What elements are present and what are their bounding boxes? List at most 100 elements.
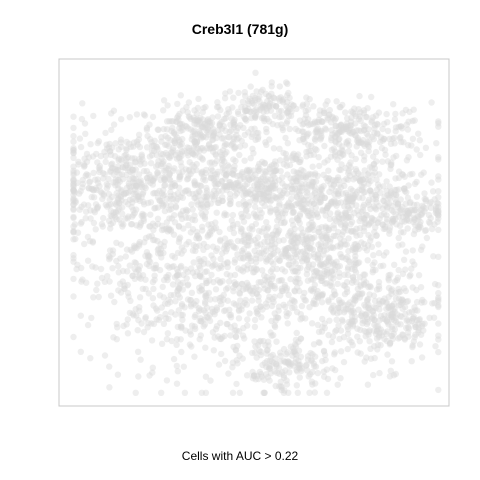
cell-point	[326, 111, 333, 118]
cell-point	[136, 272, 143, 279]
cell-point	[331, 349, 339, 356]
cell-point	[348, 152, 355, 159]
cell-point	[200, 176, 207, 183]
cell-point	[150, 175, 158, 183]
cell-point	[314, 287, 321, 295]
cell-point	[303, 94, 310, 101]
cell-point	[101, 352, 109, 359]
cell-point	[402, 200, 409, 207]
cell-point	[189, 206, 196, 213]
cell-point	[365, 328, 373, 335]
cell-point	[369, 266, 377, 274]
cell-point	[230, 244, 238, 251]
cell-point	[232, 244, 239, 252]
cell-point	[367, 177, 374, 185]
cell-point	[278, 386, 285, 394]
cell-point	[119, 163, 126, 171]
cell-point	[432, 207, 440, 214]
cell-point	[228, 115, 235, 122]
cell-point	[394, 274, 402, 281]
cell-point	[435, 120, 442, 127]
cell-point	[271, 174, 278, 181]
cell-point	[96, 162, 104, 170]
cell-point	[203, 127, 210, 134]
cell-point	[345, 137, 352, 144]
cell-point	[388, 286, 396, 293]
cell-point	[158, 389, 165, 396]
cell-point	[159, 160, 167, 167]
cell-point	[419, 210, 426, 217]
cell-point	[352, 229, 359, 236]
cell-point	[270, 298, 277, 306]
cell-point	[302, 175, 310, 182]
cell-point	[268, 83, 275, 90]
cell-point	[358, 215, 365, 222]
cell-point	[410, 201, 418, 209]
cell-point	[183, 123, 190, 130]
cell-point	[401, 186, 408, 193]
cell-point	[323, 366, 330, 373]
cell-point	[322, 240, 329, 247]
cell-point	[397, 123, 405, 130]
cell-point	[255, 129, 262, 137]
cell-point	[357, 231, 364, 239]
cell-point	[180, 247, 187, 254]
cell-point	[404, 194, 412, 202]
cell-point	[196, 317, 203, 325]
cell-point	[217, 319, 224, 326]
cell-point	[317, 186, 324, 193]
cell-point	[185, 222, 192, 229]
cell-point	[324, 116, 331, 123]
cell-point	[325, 174, 332, 182]
cell-point	[109, 250, 117, 258]
cell-point	[144, 251, 152, 259]
cell-point	[145, 290, 152, 297]
cell-point	[267, 176, 274, 183]
cell-point	[285, 244, 292, 252]
cell-point	[196, 119, 204, 126]
cell-point	[123, 162, 130, 169]
cell-point	[186, 166, 193, 173]
cell-point	[136, 304, 143, 311]
cell-point	[290, 247, 297, 254]
cell-point	[203, 145, 211, 152]
cell-point	[356, 294, 364, 301]
cell-point	[110, 171, 118, 178]
cell-point	[290, 183, 297, 190]
cell-point	[273, 231, 280, 239]
cell-point	[246, 232, 253, 239]
cell-point	[416, 221, 424, 229]
cell-point	[165, 226, 173, 233]
cell-point	[260, 101, 267, 108]
cell-point	[281, 183, 289, 190]
cell-point	[188, 289, 196, 296]
cell-point	[184, 187, 192, 194]
cell-point	[201, 213, 208, 220]
cell-point	[191, 181, 199, 188]
cell-point	[389, 313, 397, 320]
cell-point	[290, 209, 297, 216]
cell-point	[234, 251, 241, 258]
cell-point	[435, 386, 442, 394]
cell-point	[308, 192, 316, 199]
cell-point	[238, 104, 245, 111]
cell-point	[270, 94, 277, 101]
cell-point	[270, 168, 278, 175]
cell-point	[335, 213, 342, 220]
cell-point	[261, 115, 268, 123]
cell-point	[97, 265, 105, 273]
cell-point	[316, 107, 324, 114]
cell-point	[210, 255, 217, 263]
cell-point	[293, 178, 300, 185]
cell-point	[282, 247, 289, 255]
cell-point	[320, 348, 328, 355]
cell-point	[321, 280, 329, 287]
cell-point	[179, 168, 186, 175]
cell-point	[144, 132, 151, 140]
cell-point	[201, 193, 208, 200]
cell-point	[389, 202, 396, 210]
cell-point	[193, 116, 200, 123]
cell-point	[124, 167, 132, 174]
cell-point	[355, 306, 362, 313]
cell-point	[292, 244, 300, 251]
